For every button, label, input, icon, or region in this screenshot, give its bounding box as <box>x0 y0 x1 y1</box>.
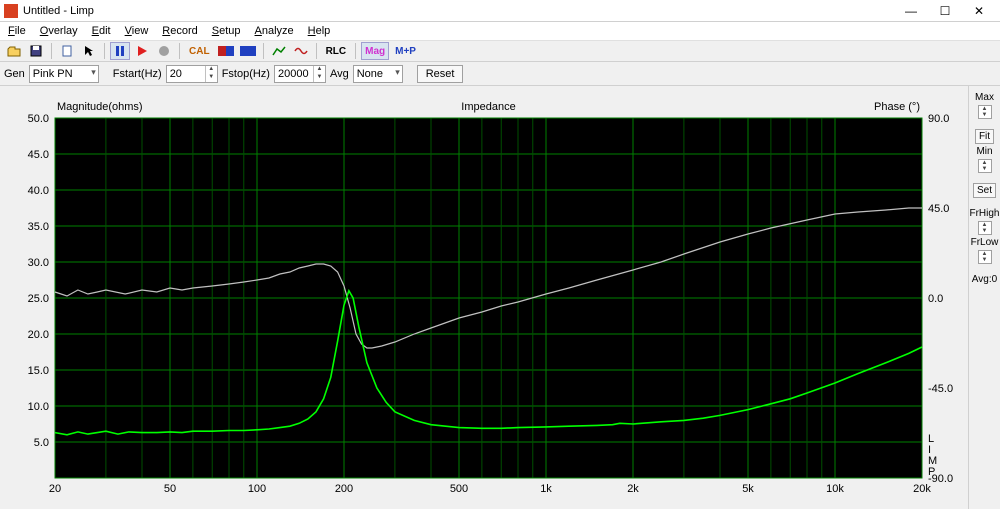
maximize-button[interactable]: ☐ <box>928 4 962 18</box>
svg-text:5.0: 5.0 <box>34 437 49 449</box>
record-icon[interactable] <box>154 42 174 60</box>
frlow-label: FrLow <box>971 237 999 248</box>
app-icon <box>4 4 18 18</box>
min-stepper[interactable]: ▲▼ <box>978 159 992 173</box>
cursor-icon[interactable] <box>79 42 99 60</box>
close-button[interactable]: ✕ <box>962 4 996 18</box>
frhigh-stepper[interactable]: ▲▼ <box>978 221 992 235</box>
impedance-chart: Magnitude(ohms) Impedance Phase (°) 50.0 45.… <box>0 86 968 509</box>
svg-text:15.0: 15.0 <box>28 365 49 377</box>
minimize-button[interactable]: — <box>894 4 928 18</box>
reset-button[interactable]: Reset <box>417 65 464 83</box>
svg-text:0.0: 0.0 <box>928 293 943 305</box>
gen-label: Gen <box>4 68 25 80</box>
svg-text:50.0: 50.0 <box>28 113 49 125</box>
avg-label: Avg <box>330 68 349 80</box>
svg-text:35.0: 35.0 <box>28 221 49 233</box>
svg-text:10.0: 10.0 <box>28 401 49 413</box>
svg-text:45.0: 45.0 <box>928 203 949 215</box>
toolbar: CAL RLC Mag M+P <box>0 40 1000 62</box>
menu-edit[interactable]: Edit <box>86 25 117 37</box>
svg-text:25.0: 25.0 <box>28 293 49 305</box>
menu-view[interactable]: View <box>119 25 155 37</box>
chart-area: Magnitude(ohms) Impedance Phase (°) 50.0 45.… <box>0 86 968 509</box>
svg-text:20: 20 <box>49 483 61 495</box>
gen-select[interactable]: Pink PN <box>29 65 99 83</box>
svg-text:40.0: 40.0 <box>28 185 49 197</box>
menu-analyze[interactable]: Analyze <box>249 25 300 37</box>
svg-text:-45.0: -45.0 <box>928 383 953 395</box>
svg-text:5k: 5k <box>742 483 754 495</box>
frhigh-label: FrHigh <box>969 208 999 219</box>
svg-text:2k: 2k <box>627 483 639 495</box>
fstop-label: Fstop(Hz) <box>222 68 270 80</box>
svg-text:90.0: 90.0 <box>928 113 949 125</box>
palette2-icon[interactable] <box>238 42 258 60</box>
rlc-button[interactable]: RLC <box>322 42 351 60</box>
avg-select[interactable]: None <box>353 65 403 83</box>
avg-status: Avg:0 <box>972 274 997 285</box>
new-icon[interactable] <box>57 42 77 60</box>
side-panel: Max ▲▼ Fit Min ▲▼ Set FrHigh ▲▼ FrLow ▲▼… <box>968 86 1000 509</box>
graph1-icon[interactable] <box>269 42 289 60</box>
max-stepper[interactable]: ▲▼ <box>978 105 992 119</box>
svg-text:P: P <box>928 466 935 478</box>
svg-text:500: 500 <box>450 483 468 495</box>
menu-overlay[interactable]: Overlay <box>34 25 84 37</box>
menubar: FileOverlayEditViewRecordSetupAnalyzeHel… <box>0 22 1000 40</box>
mag-button[interactable]: Mag <box>361 42 389 60</box>
svg-text:30.0: 30.0 <box>28 257 49 269</box>
menu-file[interactable]: File <box>2 25 32 37</box>
set-button[interactable]: Set <box>973 183 996 198</box>
svg-text:45.0: 45.0 <box>28 149 49 161</box>
svg-text:Magnitude(ohms): Magnitude(ohms) <box>57 101 143 113</box>
graph2-icon[interactable] <box>291 42 311 60</box>
menu-record[interactable]: Record <box>156 25 203 37</box>
svg-text:20.0: 20.0 <box>28 329 49 341</box>
menu-help[interactable]: Help <box>302 25 337 37</box>
titlebar: Untitled - Limp — ☐ ✕ <box>0 0 1000 22</box>
mp-button[interactable]: M+P <box>391 42 420 60</box>
save-icon[interactable] <box>26 42 46 60</box>
svg-text:200: 200 <box>335 483 353 495</box>
svg-text:Impedance: Impedance <box>461 101 515 113</box>
min-label: Min <box>976 146 992 157</box>
fstop-input[interactable]: 20000▲▼ <box>274 65 326 83</box>
svg-text:1k: 1k <box>540 483 552 495</box>
svg-text:10k: 10k <box>826 483 844 495</box>
palette1-icon[interactable] <box>216 42 236 60</box>
menu-setup[interactable]: Setup <box>206 25 247 37</box>
max-label: Max <box>975 92 994 103</box>
svg-text:20k: 20k <box>913 483 931 495</box>
open-icon[interactable] <box>4 42 24 60</box>
window-title: Untitled - Limp <box>23 5 894 17</box>
play-icon[interactable] <box>132 42 152 60</box>
generator-bar: Gen Pink PN Fstart(Hz) 20▲▼ Fstop(Hz) 20… <box>0 62 1000 86</box>
fit-button[interactable]: Fit <box>975 129 994 144</box>
svg-text:Phase (°): Phase (°) <box>874 101 920 113</box>
svg-text:50: 50 <box>164 483 176 495</box>
fstart-input[interactable]: 20▲▼ <box>166 65 218 83</box>
pause-icon[interactable] <box>110 42 130 60</box>
frlow-stepper[interactable]: ▲▼ <box>978 250 992 264</box>
workarea: Magnitude(ohms) Impedance Phase (°) 50.0 45.… <box>0 86 1000 509</box>
svg-text:100: 100 <box>248 483 266 495</box>
fstart-label: Fstart(Hz) <box>113 68 162 80</box>
cal-button[interactable]: CAL <box>185 42 214 60</box>
